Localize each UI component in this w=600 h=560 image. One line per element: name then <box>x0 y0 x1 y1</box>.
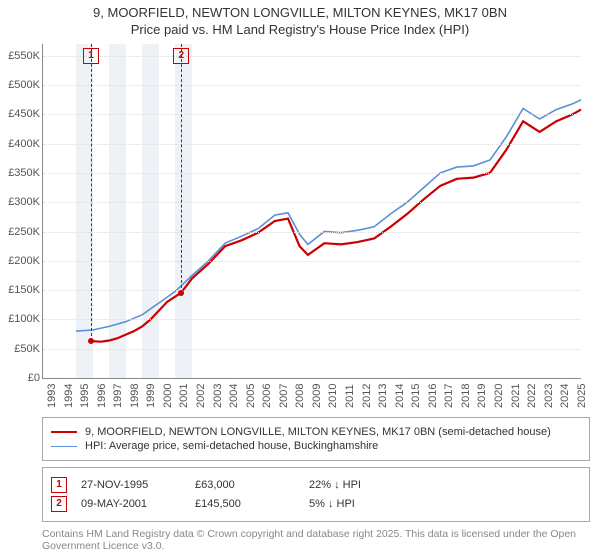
marker-box: 2 <box>173 48 189 64</box>
gridline <box>43 85 581 86</box>
sale-delta: 22% ↓ HPI <box>309 479 409 491</box>
x-axis-label: 1997 <box>112 384 124 408</box>
x-axis-label: 2017 <box>443 384 455 408</box>
sale-marker: 2 <box>51 496 67 512</box>
license-text: Contains HM Land Registry data © Crown c… <box>42 528 590 552</box>
marker-line <box>181 44 182 293</box>
gridline <box>43 114 581 115</box>
legend-label: HPI: Average price, semi-detached house,… <box>85 440 378 452</box>
sale-row: 2 09-MAY-2001 £145,500 5% ↓ HPI <box>51 496 581 512</box>
x-axis-label: 2025 <box>576 384 588 408</box>
y-axis-label: £150K <box>0 284 40 296</box>
gridline <box>43 202 581 203</box>
sale-marker: 1 <box>51 477 67 493</box>
x-axis-label: 1993 <box>46 384 58 408</box>
y-axis-label: £0 <box>0 372 40 384</box>
x-axis-label: 2000 <box>162 384 174 408</box>
x-axis-label: 1995 <box>79 384 91 408</box>
x-axis-label: 2009 <box>311 384 323 408</box>
y-axis-label: £500K <box>0 79 40 91</box>
plot: 12 <box>42 44 581 379</box>
sale-price: £145,500 <box>195 498 295 510</box>
sales-table: 1 27-NOV-1995 £63,000 22% ↓ HPI 2 09-MAY-2001… <box>42 467 590 522</box>
x-axis-label: 2019 <box>476 384 488 408</box>
line-layer <box>43 44 581 378</box>
x-axis-label: 2022 <box>526 384 538 408</box>
gridline <box>43 290 581 291</box>
marker-line <box>91 44 92 341</box>
x-axis-label: 2010 <box>327 384 339 408</box>
x-axis-label: 2013 <box>377 384 389 408</box>
x-axis-label: 1996 <box>96 384 108 408</box>
sale-date: 27-NOV-1995 <box>81 479 181 491</box>
series-hpi <box>76 100 581 331</box>
gridline <box>43 173 581 174</box>
x-axis-label: 2007 <box>278 384 290 408</box>
x-axis-label: 2003 <box>212 384 224 408</box>
gridline <box>43 349 581 350</box>
x-axis-label: 2020 <box>493 384 505 408</box>
x-axis-label: 2012 <box>361 384 373 408</box>
x-axis-label: 2011 <box>344 384 356 408</box>
x-axis-label: 2006 <box>261 384 273 408</box>
x-axis-label: 2016 <box>427 384 439 408</box>
chart-title: 9, MOORFIELD, NEWTON LONGVILLE, MILTON K… <box>0 0 600 41</box>
x-axis-label: 2001 <box>178 384 190 408</box>
x-axis-label: 2005 <box>245 384 257 408</box>
y-axis-label: £100K <box>0 313 40 325</box>
x-axis-label: 2004 <box>228 384 240 408</box>
legend-swatch <box>51 446 77 447</box>
x-axis-label: 2018 <box>460 384 472 408</box>
gridline <box>43 56 581 57</box>
x-axis-label: 1999 <box>145 384 157 408</box>
marker-box: 1 <box>83 48 99 64</box>
x-axis-label: 2023 <box>543 384 555 408</box>
y-axis-label: £400K <box>0 138 40 150</box>
marker-dot <box>178 290 184 296</box>
y-axis-label: £550K <box>0 50 40 62</box>
legend-item: 9, MOORFIELD, NEWTON LONGVILLE, MILTON K… <box>51 426 581 438</box>
y-axis-label: £250K <box>0 226 40 238</box>
legend: 9, MOORFIELD, NEWTON LONGVILLE, MILTON K… <box>42 417 590 461</box>
x-axis-label: 2002 <box>195 384 207 408</box>
x-axis-label: 1994 <box>63 384 75 408</box>
gridline <box>43 232 581 233</box>
title-line1: 9, MOORFIELD, NEWTON LONGVILLE, MILTON K… <box>10 5 590 22</box>
x-axis-label: 2015 <box>410 384 422 408</box>
x-axis-label: 2021 <box>510 384 522 408</box>
marker-dot <box>88 338 94 344</box>
sale-date: 09-MAY-2001 <box>81 498 181 510</box>
gridline <box>43 319 581 320</box>
x-axis-label: 2008 <box>294 384 306 408</box>
legend-item: HPI: Average price, semi-detached house,… <box>51 440 581 452</box>
chart-area: 12 <box>42 44 590 404</box>
y-axis-label: £50K <box>0 343 40 355</box>
sale-row: 1 27-NOV-1995 £63,000 22% ↓ HPI <box>51 477 581 493</box>
title-line2: Price paid vs. HM Land Registry's House … <box>10 22 590 39</box>
sale-delta: 5% ↓ HPI <box>309 498 409 510</box>
gridline <box>43 261 581 262</box>
y-axis-label: £350K <box>0 167 40 179</box>
y-axis-label: £300K <box>0 196 40 208</box>
y-axis-label: £450K <box>0 108 40 120</box>
legend-label: 9, MOORFIELD, NEWTON LONGVILLE, MILTON K… <box>85 426 551 438</box>
y-axis-label: £200K <box>0 255 40 267</box>
gridline <box>43 144 581 145</box>
x-axis-label: 2024 <box>559 384 571 408</box>
x-axis-label: 1998 <box>129 384 141 408</box>
legend-swatch <box>51 431 77 433</box>
x-axis-label: 2014 <box>394 384 406 408</box>
sale-price: £63,000 <box>195 479 295 491</box>
